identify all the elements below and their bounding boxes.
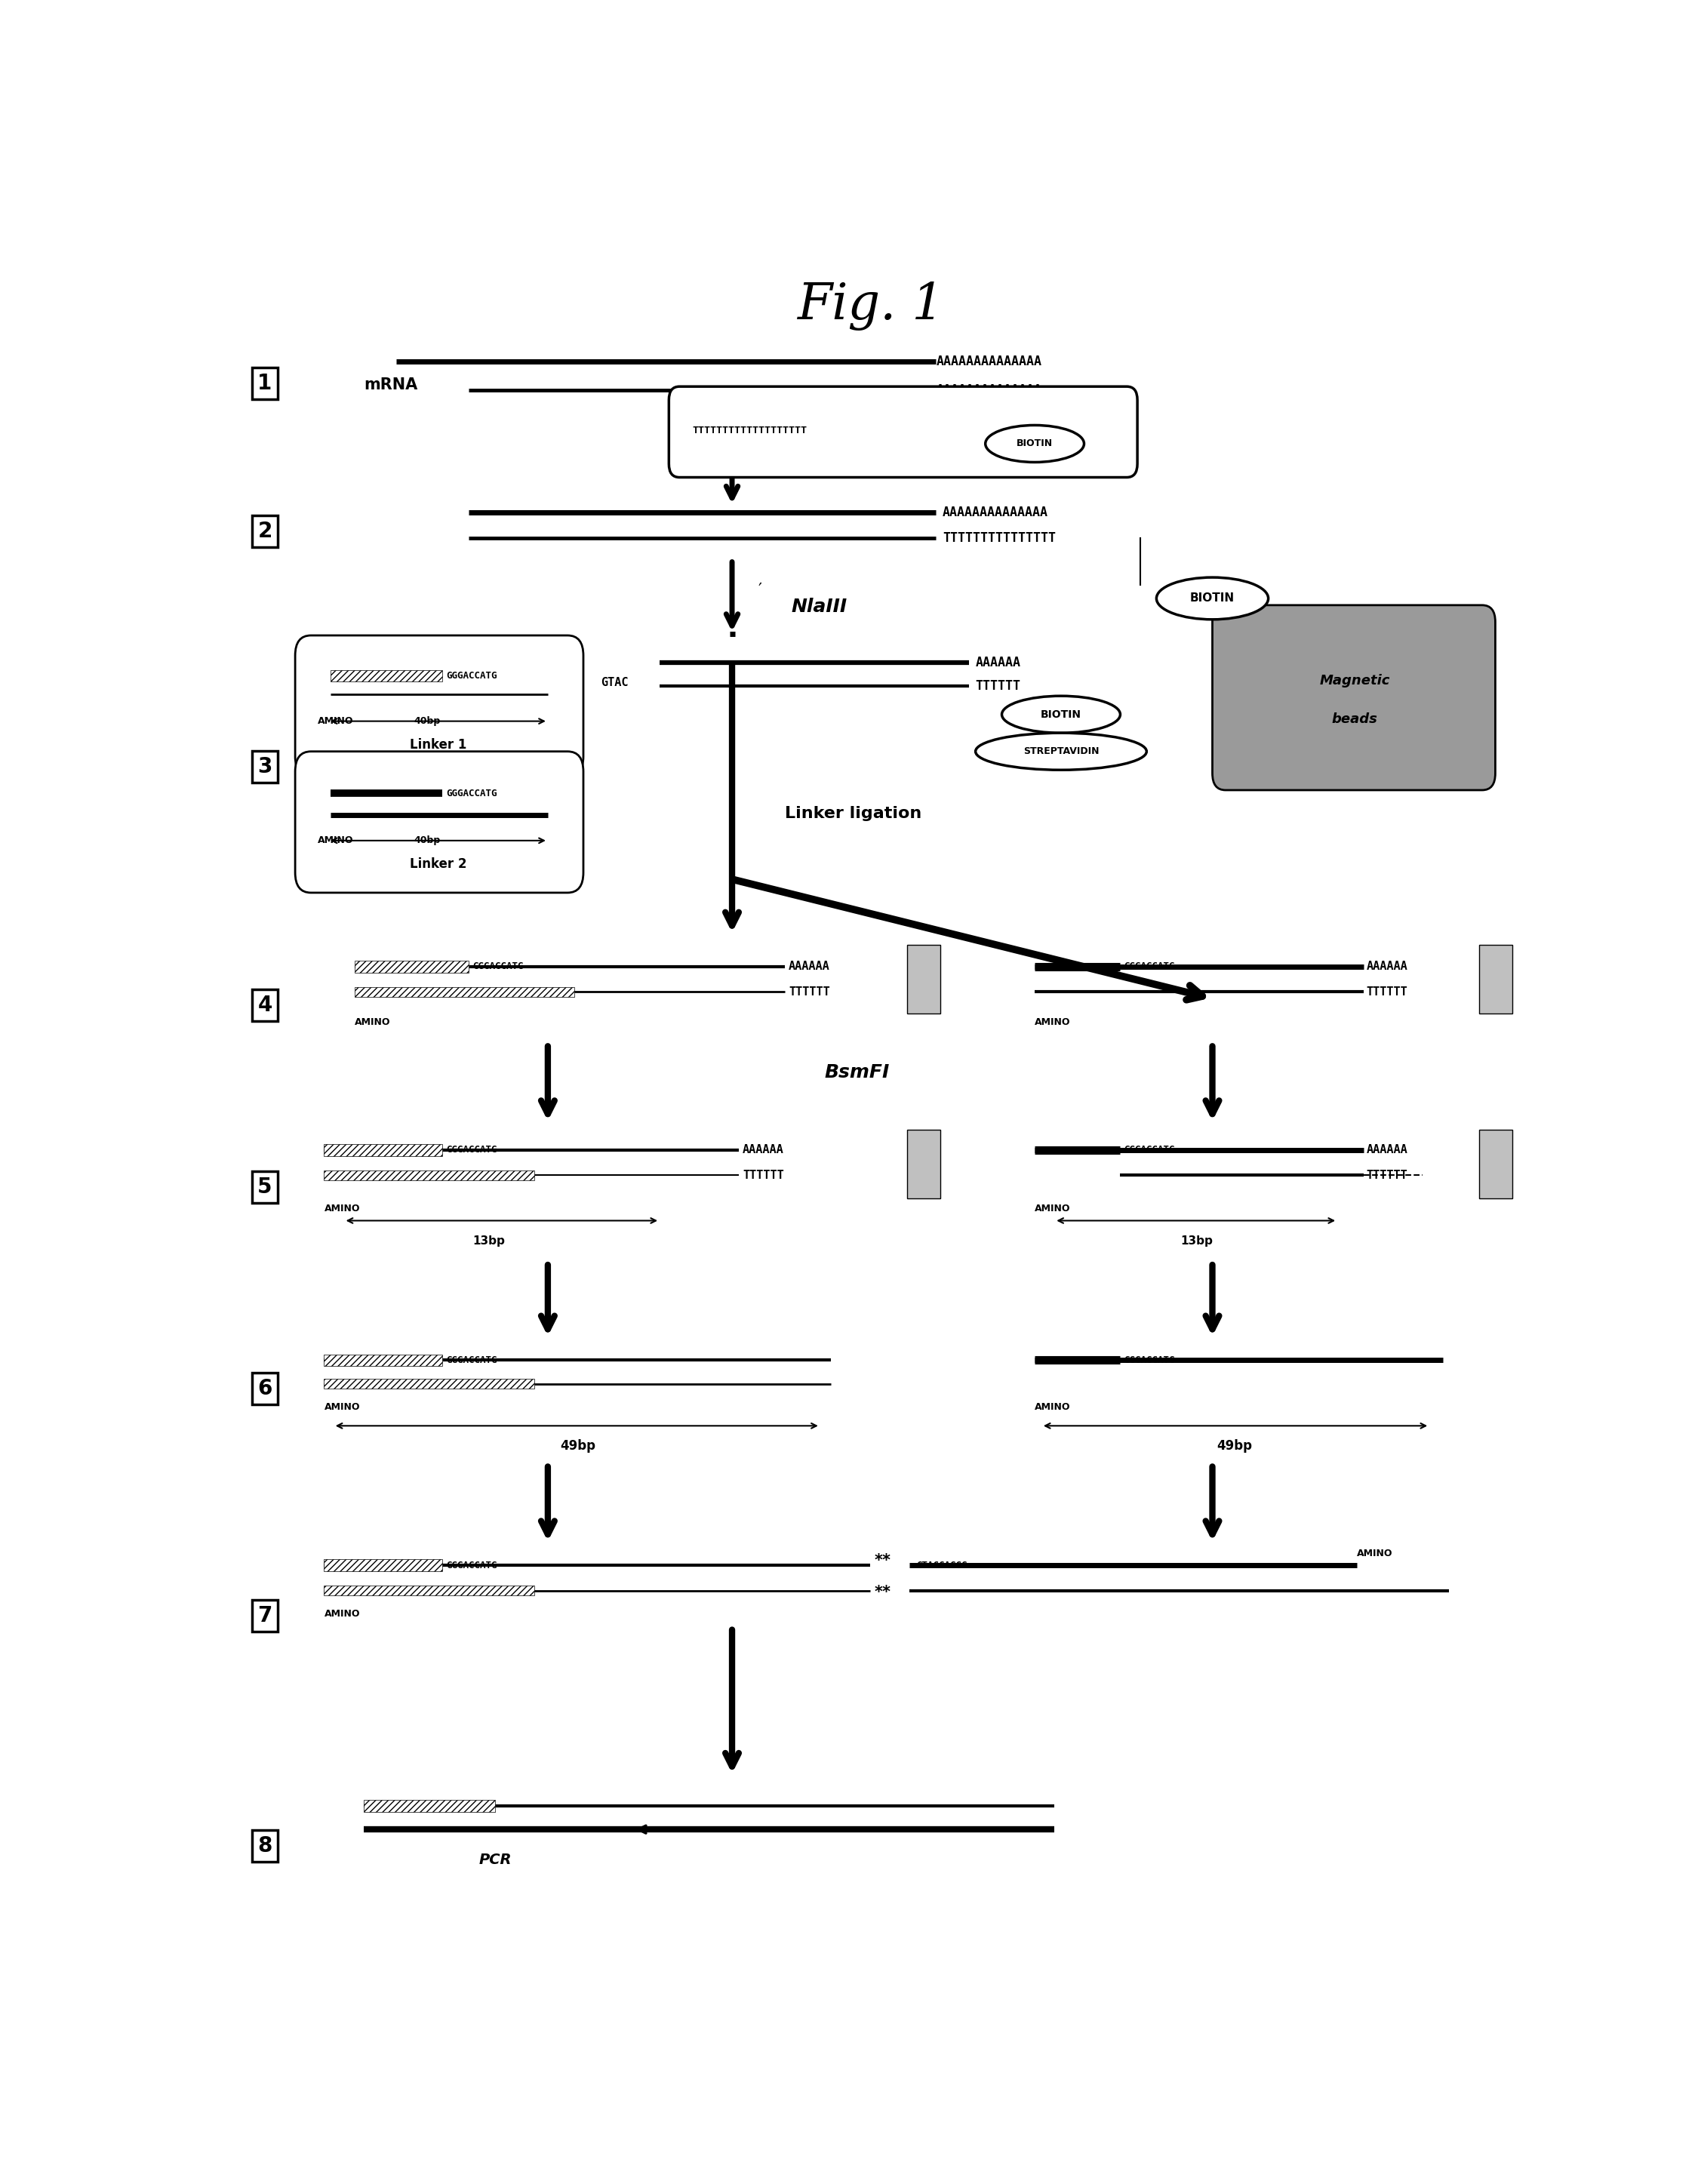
Polygon shape bbox=[1479, 946, 1513, 1013]
Text: **: ** bbox=[874, 1586, 891, 1601]
Text: AMINO: AMINO bbox=[318, 836, 353, 845]
Text: Fig. 1: Fig. 1 bbox=[796, 282, 944, 330]
Text: AMINO: AMINO bbox=[1034, 1402, 1070, 1413]
FancyBboxPatch shape bbox=[324, 1354, 443, 1367]
Text: AAAAAA: AAAAAA bbox=[1367, 961, 1408, 972]
Text: BIOTIN: BIOTIN bbox=[1041, 710, 1082, 721]
Text: TTTTTTTTTTTTTTT: TTTTTTTTTTTTTTT bbox=[942, 531, 1056, 544]
Text: Linker 1: Linker 1 bbox=[411, 738, 467, 751]
Text: GGGACCATG: GGGACCATG bbox=[1124, 1144, 1175, 1155]
Text: AMINO: AMINO bbox=[324, 1203, 360, 1214]
FancyBboxPatch shape bbox=[1212, 605, 1496, 791]
Ellipse shape bbox=[1002, 697, 1121, 734]
Text: GTACCAGGG: GTACCAGGG bbox=[917, 1562, 968, 1570]
Text: 6: 6 bbox=[258, 1378, 272, 1400]
Text: AMINO: AMINO bbox=[1034, 1018, 1070, 1026]
Text: 40bp: 40bp bbox=[414, 716, 440, 725]
Text: GGGACCATG: GGGACCATG bbox=[1124, 1356, 1175, 1365]
Ellipse shape bbox=[975, 734, 1146, 771]
Text: GTAC: GTAC bbox=[601, 677, 628, 688]
FancyBboxPatch shape bbox=[355, 961, 469, 972]
Text: NlaIII: NlaIII bbox=[791, 598, 847, 616]
FancyBboxPatch shape bbox=[355, 987, 574, 996]
Text: PCR: PCR bbox=[479, 1852, 511, 1867]
Text: AMINO: AMINO bbox=[355, 1018, 391, 1026]
Text: AAAAAAAAAAAAAA: AAAAAAAAAAAAAA bbox=[942, 507, 1048, 520]
Text: STREPTAVIDIN: STREPTAVIDIN bbox=[1024, 747, 1099, 756]
FancyBboxPatch shape bbox=[324, 1171, 535, 1179]
Text: Magnetic: Magnetic bbox=[1319, 675, 1389, 688]
Text: TTTTTT: TTTTTT bbox=[1367, 1171, 1408, 1182]
FancyBboxPatch shape bbox=[331, 670, 443, 681]
Text: 40bp: 40bp bbox=[414, 836, 440, 845]
Text: ′: ′ bbox=[759, 583, 762, 598]
Text: 13bp: 13bp bbox=[472, 1236, 504, 1247]
Text: GGGACCATG: GGGACCATG bbox=[447, 1562, 498, 1570]
Text: beads: beads bbox=[1331, 712, 1377, 727]
Text: AAAAAA: AAAAAA bbox=[788, 961, 830, 972]
Text: AMINO: AMINO bbox=[1034, 1203, 1070, 1214]
Text: 7: 7 bbox=[258, 1605, 272, 1627]
Text: AAAAAA: AAAAAA bbox=[975, 655, 1020, 668]
Text: GGGACCATG: GGGACCATG bbox=[447, 788, 498, 799]
Text: TTTTTT: TTTTTT bbox=[975, 679, 1020, 692]
Text: 3: 3 bbox=[258, 756, 272, 778]
Text: AMINO: AMINO bbox=[324, 1402, 360, 1413]
Text: GGGACCATG: GGGACCATG bbox=[447, 670, 498, 681]
Text: 49bp: 49bp bbox=[1217, 1439, 1253, 1452]
Text: 8: 8 bbox=[258, 1837, 272, 1856]
Text: AAAAAA: AAAAAA bbox=[742, 1144, 784, 1155]
Text: AMINO: AMINO bbox=[1357, 1548, 1392, 1559]
Text: GGGACCATG: GGGACCATG bbox=[472, 961, 523, 972]
Text: GGGACCATG: GGGACCATG bbox=[447, 1144, 498, 1155]
Text: 13bp: 13bp bbox=[1180, 1236, 1212, 1247]
Ellipse shape bbox=[1156, 577, 1268, 620]
Text: mRNA: mRNA bbox=[363, 378, 418, 393]
Text: BsmFI: BsmFI bbox=[824, 1064, 890, 1081]
FancyBboxPatch shape bbox=[295, 751, 584, 893]
FancyBboxPatch shape bbox=[669, 387, 1138, 478]
FancyBboxPatch shape bbox=[324, 1378, 535, 1389]
Text: 5: 5 bbox=[258, 1177, 272, 1197]
Ellipse shape bbox=[985, 426, 1083, 463]
Text: TTTTTTTTTTTTTTTTTTT: TTTTTTTTTTTTTTTTTTT bbox=[693, 426, 807, 435]
Polygon shape bbox=[1479, 1129, 1513, 1199]
Text: Linker 2: Linker 2 bbox=[411, 858, 467, 871]
Text: 1: 1 bbox=[258, 373, 272, 393]
Text: GGGACCATG: GGGACCATG bbox=[1124, 961, 1175, 972]
Text: AAAAAAAAAAAAAA: AAAAAAAAAAAAAA bbox=[936, 354, 1041, 369]
Text: Linker ligation: Linker ligation bbox=[784, 806, 922, 821]
FancyBboxPatch shape bbox=[295, 636, 584, 778]
Text: 2: 2 bbox=[258, 520, 272, 542]
Text: **: ** bbox=[874, 1553, 891, 1568]
Polygon shape bbox=[907, 946, 941, 1013]
FancyBboxPatch shape bbox=[324, 1144, 443, 1155]
Text: TTTTTT: TTTTTT bbox=[788, 987, 830, 998]
Text: AAAAAA: AAAAAA bbox=[1367, 1144, 1408, 1155]
FancyBboxPatch shape bbox=[324, 1586, 535, 1597]
Text: TTTTTT: TTTTTT bbox=[1367, 987, 1408, 998]
Text: 49bp: 49bp bbox=[560, 1439, 596, 1452]
Text: GGGACCATG: GGGACCATG bbox=[447, 1356, 498, 1365]
Text: AAAAAAAAAAAAAA: AAAAAAAAAAAAAA bbox=[936, 382, 1041, 397]
Text: AMINO: AMINO bbox=[318, 716, 353, 725]
Polygon shape bbox=[907, 1129, 941, 1199]
Text: AMINO: AMINO bbox=[324, 1610, 360, 1618]
Text: BIOTIN: BIOTIN bbox=[1017, 439, 1053, 448]
FancyBboxPatch shape bbox=[363, 1800, 496, 1813]
Text: BIOTIN: BIOTIN bbox=[1190, 592, 1234, 605]
Text: 4: 4 bbox=[258, 996, 272, 1016]
FancyBboxPatch shape bbox=[324, 1559, 443, 1570]
Text: TTTTTT: TTTTTT bbox=[742, 1171, 784, 1182]
